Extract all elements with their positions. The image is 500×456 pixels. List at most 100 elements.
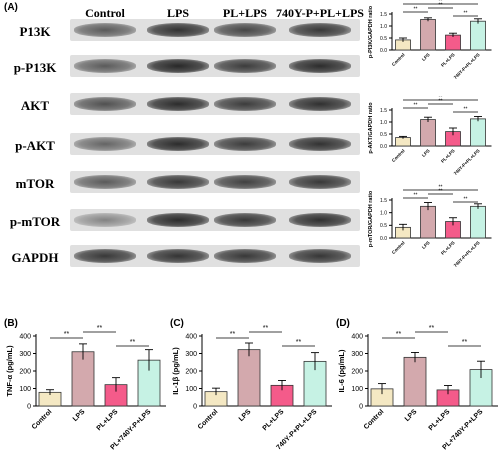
y-tick-label: 0.5 (380, 132, 387, 138)
category-label: 740Y-P+PL+LPS (453, 52, 481, 80)
y-tick-label: 300 (19, 351, 31, 358)
y-tick-label: 0.5 (380, 36, 387, 42)
y-tick-label: 0 (27, 403, 31, 410)
significance-marker: ** (464, 11, 468, 17)
y-tick-label: 1.5 (380, 198, 387, 204)
bar (237, 349, 261, 407)
blot-band (214, 249, 276, 263)
significance-marker: ** (462, 339, 468, 346)
y-tick-label: 0 (359, 403, 363, 410)
category-label: LPS (404, 408, 419, 423)
significance-marker: ** (464, 107, 468, 113)
y-tick-label: 1.0 (380, 24, 387, 30)
category-label: Control (391, 52, 406, 67)
category-label: PL+LPS (428, 408, 452, 432)
y-axis-label: p-mTOR/GAPDH ratio (368, 190, 374, 247)
bar (470, 20, 486, 51)
bar (71, 351, 95, 407)
blot-band (147, 23, 209, 37)
significance-marker: ** (439, 99, 443, 105)
y-tick-label: 1.5 (380, 108, 387, 114)
significance-marker: ** (414, 103, 418, 109)
panel-label-d: (D) (336, 318, 350, 329)
y-tick-label: 300 (351, 351, 363, 358)
category-label: PL+LPS (440, 52, 456, 68)
y-tick-label: 1.5 (380, 12, 387, 18)
y-axis-label: IL-6 (pg/mL) (337, 349, 346, 392)
significance-marker: ** (97, 325, 103, 332)
significance-marker: ** (439, 185, 443, 191)
y-tick-label: 400 (185, 333, 197, 340)
blot-column-label: LPS (166, 6, 190, 20)
y-tick-label: 100 (19, 386, 31, 393)
significance-marker: ** (64, 331, 70, 338)
blot-band (289, 97, 351, 111)
y-axis-label: IL-1β (pg/mL) (171, 347, 180, 395)
blot-row-label: AKT (20, 98, 50, 113)
blot-band (74, 213, 136, 227)
category-label: Control (391, 240, 406, 255)
y-axis-label: p-PI3K/GAPDH ratio (368, 5, 374, 58)
category-label: Control (31, 408, 54, 431)
bar (395, 137, 411, 147)
category-label: LPS (421, 148, 431, 158)
blot-band (147, 213, 209, 227)
blot-band (289, 213, 351, 227)
blot-band (214, 97, 276, 111)
chart-il-6: 0 100 200 300 400 IL-6 (pg/mL) Control LPS PL+LP… (337, 325, 498, 451)
blot-band (74, 97, 136, 111)
blot-band (147, 97, 209, 111)
category-label: LPS (421, 240, 431, 250)
category-label: PL+LPS (96, 408, 120, 432)
bar (403, 356, 427, 407)
significance-marker: ** (439, 189, 443, 195)
blot-row-label: p-P13K (13, 60, 57, 75)
significance-marker: ** (296, 339, 302, 346)
category-label: PL+LPS (440, 240, 456, 256)
y-tick-label: 1.0 (380, 210, 387, 216)
blot-row-label: p-mTOR (9, 214, 61, 229)
blot-band (289, 137, 351, 151)
bar (470, 118, 486, 147)
y-tick-label: 200 (185, 368, 197, 375)
y-axis-label: TNF-α (pg/mL) (5, 345, 14, 397)
category-label: Control (363, 408, 386, 431)
category-label: PL+LPS (440, 148, 456, 164)
bar (420, 19, 436, 51)
y-tick-label: 300 (185, 351, 197, 358)
significance-marker: ** (429, 325, 435, 332)
y-tick-label: 0.5 (380, 223, 387, 229)
y-tick-label: 400 (351, 333, 363, 340)
category-label: LPS (238, 408, 253, 423)
category-label: 740Y-P+PL+LPS (453, 240, 481, 268)
blot-column-label: Control (85, 6, 125, 20)
blot-band (147, 175, 209, 189)
category-label: 740Y-P+PL+LPS (453, 148, 481, 176)
significance-marker: ** (263, 325, 269, 332)
blot-band (147, 137, 209, 151)
bar (420, 119, 436, 147)
chart-il-1beta: 0 100 200 300 400 IL-1β (pg/mL) Control LPS PL+L… (171, 325, 332, 451)
category-label: Control (391, 148, 406, 163)
blot-band (74, 137, 136, 151)
y-tick-label: 1.0 (380, 120, 387, 126)
bar (445, 34, 461, 51)
chart-p-akt-ratio: 0.0 0.5 1.0 1.5 p-AKT/GAPDH ratio Control LPS P… (368, 96, 492, 176)
category-label: LPS (421, 52, 431, 62)
category-label: Control (197, 408, 220, 431)
blot-band (214, 213, 276, 227)
blot-column-label: 740Y-P+PL+LPS (276, 6, 364, 20)
blot-row-label: GAPDH (11, 250, 59, 265)
blot-band (214, 59, 276, 73)
significance-marker: ** (439, 3, 443, 9)
y-tick-label: 100 (351, 386, 363, 393)
blot-row-label: P13K (19, 24, 51, 39)
blot-band (214, 137, 276, 151)
y-tick-label: 100 (185, 386, 197, 393)
blot-band (74, 175, 136, 189)
significance-marker: ** (464, 197, 468, 203)
blot-band (74, 59, 136, 73)
chart-p-pi3k-ratio: 0.0 0.5 1.0 1.5 p-PI3K/GAPDH ratio Control LPS… (368, 0, 492, 80)
chart-tnf-alpha: 0 100 200 300 400 TNF-α (pg/mL) Control LPS PL+L… (5, 325, 166, 451)
blot-band (214, 175, 276, 189)
